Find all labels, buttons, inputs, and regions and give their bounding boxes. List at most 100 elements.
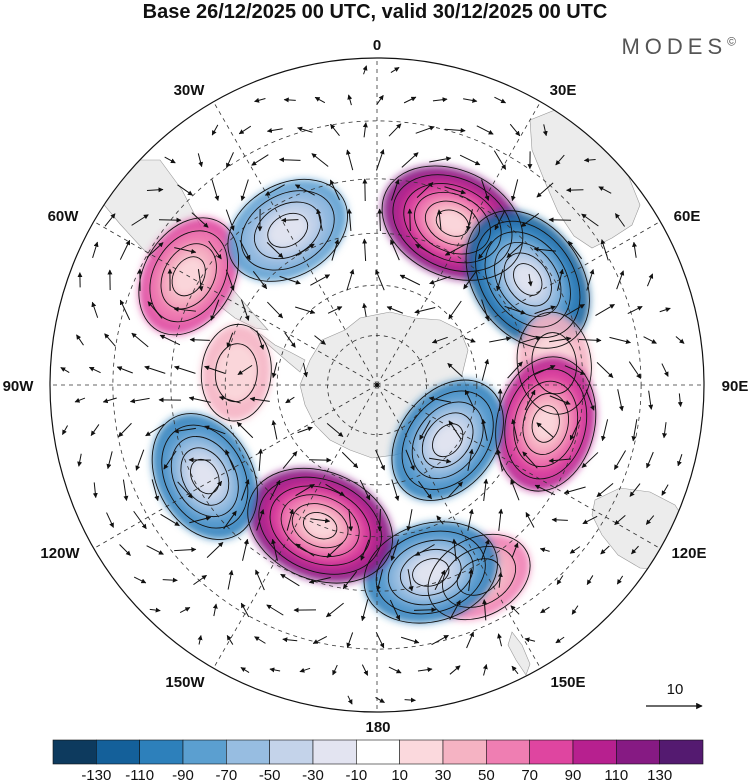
colorbar-segment-2 xyxy=(96,739,140,765)
wind-vector xyxy=(497,571,503,588)
wind-vector xyxy=(451,538,457,561)
wind-vector xyxy=(524,637,536,643)
wind-vector xyxy=(346,632,354,649)
wind-vector xyxy=(119,299,131,321)
wind-vector xyxy=(519,335,542,344)
wind-vector xyxy=(601,419,609,442)
colorbar-label-4: -70 xyxy=(215,767,237,783)
colorbar-label-9: 30 xyxy=(435,767,452,783)
colorbar-segment-12 xyxy=(529,739,574,765)
wind-vector xyxy=(495,269,504,292)
wind-vector xyxy=(536,422,554,438)
wind-vector xyxy=(310,274,331,286)
wind-vector xyxy=(254,97,266,103)
wind-vector xyxy=(238,125,252,135)
wind-vector xyxy=(390,539,400,561)
wind-vector xyxy=(177,184,193,196)
wind-vector xyxy=(342,571,358,590)
colorbar xyxy=(52,739,704,765)
wind-vector xyxy=(631,545,639,555)
colorbar-segment-7 xyxy=(312,739,357,765)
wind-vector xyxy=(331,238,340,261)
wind-vector xyxy=(189,515,212,524)
wind-vector xyxy=(106,451,113,470)
colorbar-labels: -130 -110 -90 -70 -50 -30 -10 10 30 50 70 90 110 130 xyxy=(81,767,672,783)
wind-vector xyxy=(555,154,565,166)
wind-vector xyxy=(509,123,521,137)
wind-vector xyxy=(586,269,595,291)
wind-vector xyxy=(511,542,519,558)
wind-vector xyxy=(149,607,161,613)
wind-vector xyxy=(104,333,116,347)
wind-vector xyxy=(189,337,210,343)
wind-vector xyxy=(204,425,226,435)
latitude-circle xyxy=(224,232,530,538)
wind-vector xyxy=(549,336,572,343)
colorbar-label-2: -110 xyxy=(125,767,154,783)
wind-vector xyxy=(295,543,315,557)
wind-vector xyxy=(632,241,637,258)
wind-vector xyxy=(498,508,504,531)
wind-vector xyxy=(390,239,400,261)
wind-vector xyxy=(476,125,494,135)
wind-vector xyxy=(254,636,266,644)
modes-logo: MODES© xyxy=(621,34,736,60)
wind-vector xyxy=(432,97,448,103)
wind-vector xyxy=(447,481,463,499)
wind-vector xyxy=(240,602,250,618)
wind-vector xyxy=(645,515,655,525)
wind-vector xyxy=(204,365,226,375)
wind-vector xyxy=(116,366,133,374)
wind-vector xyxy=(90,424,100,436)
wind-vector xyxy=(556,268,564,291)
wind-vector xyxy=(164,156,176,164)
wind-vector xyxy=(489,336,512,343)
lon-label-120w: 120W xyxy=(40,545,80,562)
wind-vector xyxy=(227,569,234,590)
wind-vector xyxy=(294,184,315,196)
wind-vector xyxy=(675,336,685,344)
lon-label-30e: 30E xyxy=(550,82,577,99)
wind-vector xyxy=(431,336,448,344)
wind-vector xyxy=(346,268,355,291)
wind-vector xyxy=(285,396,295,404)
wind-vector xyxy=(556,575,564,585)
wind-vector xyxy=(401,152,419,168)
wind-vector xyxy=(62,425,68,435)
wind-vector xyxy=(226,152,234,169)
wind-vector xyxy=(646,273,654,287)
colorbar-segment-13 xyxy=(572,739,617,765)
wind-vector xyxy=(269,667,281,673)
wind-vector xyxy=(197,269,204,292)
wind-vector xyxy=(225,449,235,471)
wind-vector xyxy=(60,367,70,373)
colorbar-label-7: -10 xyxy=(345,767,367,783)
wind-vector xyxy=(436,515,444,525)
colorbar-segment-8 xyxy=(356,739,400,765)
wind-vector xyxy=(483,478,489,501)
wind-vector xyxy=(583,157,596,163)
wind-vector xyxy=(533,246,556,252)
wind-vector xyxy=(631,419,638,442)
wind-vector xyxy=(481,299,490,321)
wind-vector xyxy=(659,307,671,313)
wind-vector xyxy=(208,240,222,260)
wind-vector xyxy=(278,157,301,163)
wind-vector xyxy=(193,574,207,586)
wind-vector xyxy=(429,457,452,464)
wind-vector xyxy=(258,448,264,472)
wind-vector xyxy=(388,123,402,137)
wind-vector xyxy=(596,362,614,378)
wind-vector xyxy=(256,330,265,350)
wind-vector xyxy=(565,304,585,316)
wind-vector xyxy=(467,508,474,531)
colorbar-segment-9 xyxy=(399,739,444,765)
wind-vector xyxy=(377,508,383,532)
wind-vector xyxy=(375,697,385,703)
lon-label-120e: 120E xyxy=(671,545,706,562)
wind-vector xyxy=(463,97,478,103)
meridian-line xyxy=(376,221,661,386)
wind-vector xyxy=(643,336,657,344)
colorbar-segment-3 xyxy=(139,739,184,765)
wind-vector xyxy=(428,396,451,403)
